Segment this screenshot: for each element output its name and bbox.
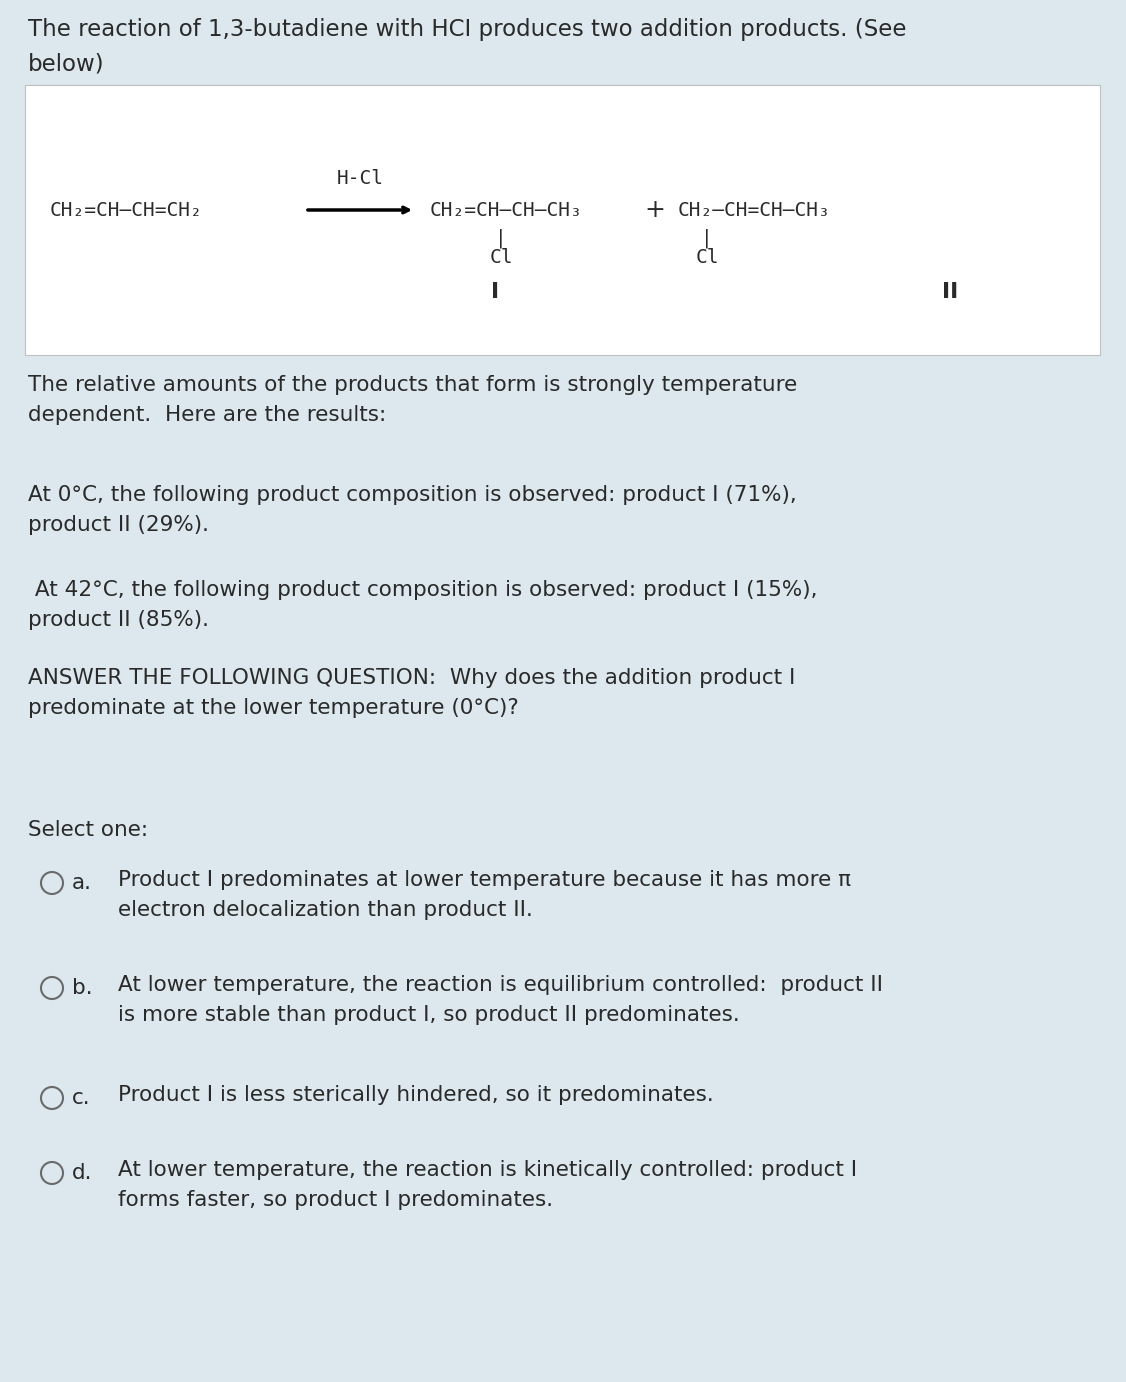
- Circle shape: [41, 977, 63, 999]
- Text: a.: a.: [72, 873, 92, 893]
- Text: CH₂–CH=CH–CH₃: CH₂–CH=CH–CH₃: [678, 200, 831, 220]
- Text: At lower temperature, the reaction is kinetically controlled: product I
forms fa: At lower temperature, the reaction is ki…: [118, 1159, 857, 1211]
- Text: ANSWER THE FOLLOWING QUESTION:  Why does the addition product I
predominate at t: ANSWER THE FOLLOWING QUESTION: Why does …: [28, 668, 795, 719]
- Text: Cl: Cl: [490, 247, 512, 267]
- Text: Product I is less sterically hindered, so it predominates.: Product I is less sterically hindered, s…: [118, 1085, 714, 1106]
- Text: At 42°C, the following product composition is observed: product I (15%),
product: At 42°C, the following product compositi…: [28, 580, 817, 630]
- Text: At 0°C, the following product composition is observed: product I (71%),
product : At 0°C, the following product compositio…: [28, 485, 797, 535]
- Text: d.: d.: [72, 1164, 92, 1183]
- Text: Select one:: Select one:: [28, 820, 149, 840]
- Text: H-Cl: H-Cl: [337, 169, 384, 188]
- Bar: [25, 86, 1100, 355]
- Text: At lower temperature, the reaction is equilibrium controlled:  product II
is mor: At lower temperature, the reaction is eq…: [118, 974, 883, 1025]
- Text: +: +: [644, 198, 665, 223]
- Text: c.: c.: [72, 1088, 90, 1108]
- Circle shape: [41, 1162, 63, 1184]
- Text: CH₂=CH–CH=CH₂: CH₂=CH–CH=CH₂: [50, 200, 203, 220]
- Text: b.: b.: [72, 978, 92, 998]
- Text: CH₂=CH–CH–CH₃: CH₂=CH–CH–CH₃: [430, 200, 583, 220]
- Text: |: |: [495, 228, 507, 247]
- Circle shape: [41, 872, 63, 894]
- Text: The reaction of 1,3-butadiene with HCI produces two addition products. (See
belo: The reaction of 1,3-butadiene with HCI p…: [28, 18, 906, 76]
- Text: Cl: Cl: [695, 247, 718, 267]
- Text: I: I: [491, 282, 499, 303]
- Text: |: |: [701, 228, 713, 247]
- Text: The relative amounts of the products that form is strongly temperature
dependent: The relative amounts of the products tha…: [28, 375, 797, 426]
- Circle shape: [41, 1088, 63, 1108]
- Text: II: II: [941, 282, 958, 303]
- Text: Product I predominates at lower temperature because it has more π
electron deloc: Product I predominates at lower temperat…: [118, 871, 851, 920]
